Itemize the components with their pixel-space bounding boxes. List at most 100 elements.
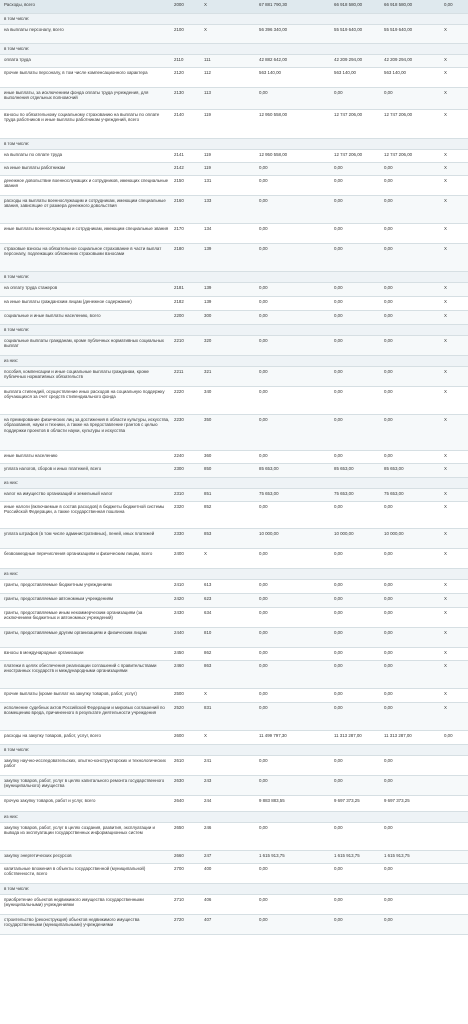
- row-value-2: [332, 478, 382, 488]
- row-value-3: [382, 478, 442, 488]
- row-code: 2320: [174, 503, 184, 509]
- row-value-1: 0,00: [259, 298, 268, 304]
- row-value-4: [442, 139, 468, 149]
- row-kosgu: 119: [204, 164, 211, 170]
- row-code: 2520: [174, 704, 184, 710]
- table-row: закупку товаров, работ, услуг в целях ка…: [0, 776, 468, 796]
- row-value-2: 0,00: [334, 312, 343, 318]
- row-value-1: 563 140,00: [259, 69, 281, 75]
- row-value-4: 0,00: [444, 1, 453, 7]
- row-value-1: 0,00: [259, 177, 268, 183]
- row-kosgu: 407: [204, 916, 212, 922]
- row-name: расходы на выплаты военнослужащим и сотр…: [4, 197, 166, 209]
- row-value-2: 0,00: [334, 298, 343, 304]
- row-value-2: 0,00: [334, 824, 343, 830]
- row-value-1: 0,00: [259, 896, 268, 902]
- row-kosgu: 850: [204, 465, 212, 471]
- table-row: социальные выплаты гражданам, кроме публ…: [0, 336, 468, 356]
- row-value-2: 0,00: [334, 690, 343, 696]
- row-value-1: 11 499 797,30: [259, 732, 287, 738]
- row-name: уплата налогов, сборов и иных платежей, …: [4, 465, 102, 471]
- row-value-1: 0,00: [259, 550, 268, 556]
- row-name: в том числе:: [4, 746, 30, 752]
- row-name: Расходы, всего: [4, 1, 35, 7]
- row-code: 2450: [174, 649, 184, 655]
- row-value-3: 0,00: [384, 757, 393, 763]
- row-value-2: [332, 569, 382, 579]
- row-name: на выплаты персоналу, всего: [4, 26, 64, 32]
- row-value-3: [382, 745, 442, 755]
- row-name: налог на имущество организаций и земельн…: [4, 490, 113, 496]
- row-value-4: X: [444, 164, 447, 170]
- table-row: иные налоги (включаемые в состав расходо…: [0, 502, 468, 529]
- row-kosgu: 340: [204, 388, 212, 394]
- row-value-1: 0,00: [259, 690, 268, 696]
- table-row: закупку научно-исследовательских, опытно…: [0, 756, 468, 776]
- row-value-1: 0,00: [259, 662, 268, 668]
- row-value-4: [442, 895, 468, 914]
- row-name: расходы на закупку товаров, работ, услуг…: [4, 732, 101, 738]
- row-code: 2410: [174, 581, 184, 587]
- row-kosgu: 112: [204, 69, 211, 75]
- table-row: иные выплаты, за исключением фонда оплат…: [0, 88, 468, 110]
- row-value-4: X: [444, 26, 447, 32]
- row-value-3: 0,00: [384, 164, 393, 170]
- row-code: 2330: [174, 530, 184, 536]
- row-kosgu: 134: [204, 225, 212, 231]
- row-kosgu: 247: [204, 852, 212, 858]
- row-value-2: 0,00: [334, 416, 343, 422]
- row-value-3: 55 519 640,00: [384, 26, 413, 32]
- row-name: на иные выплаты работникам: [4, 164, 66, 170]
- row-value-1: 75 653,00: [259, 490, 279, 496]
- row-code: 2142: [174, 164, 184, 170]
- row-code: [172, 44, 202, 54]
- row-name: из них:: [4, 570, 18, 576]
- row-value-3: 0,00: [384, 662, 393, 668]
- row-value-3: 0,00: [384, 595, 393, 601]
- row-kosgu: 119: [204, 111, 211, 117]
- row-value-4: [442, 272, 468, 282]
- row-value-2: 12 747 206,00: [334, 111, 363, 117]
- row-value-4: X: [444, 284, 447, 290]
- row-value-1: 0,00: [259, 629, 268, 635]
- row-value-4: X: [444, 368, 447, 374]
- row-kosgu: X: [204, 26, 207, 32]
- row-value-4: X: [444, 177, 447, 183]
- row-value-1: [257, 812, 332, 822]
- row-value-1: 0,00: [259, 595, 268, 601]
- row-value-1: [257, 139, 332, 149]
- row-value-3: 0,00: [384, 649, 393, 655]
- table-row: Расходы, всего 2000 X 67 881 790,30 66 918 5…: [0, 0, 468, 14]
- row-value-1: 0,00: [259, 609, 268, 615]
- table-row: гранты, предоставляемые иным некоммерчес…: [0, 608, 468, 628]
- row-name: безвозмездные перечисления организациям …: [4, 550, 153, 556]
- row-value-2: 0,00: [334, 337, 343, 343]
- table-row: гранты, предоставляемые бюджетным учрежд…: [0, 580, 468, 594]
- row-kosgu: 243: [204, 777, 212, 783]
- row-value-4: X: [444, 530, 447, 536]
- row-code: 2140: [174, 111, 184, 117]
- row-value-4: [442, 915, 468, 934]
- table-row: расходы на закупку товаров, работ, услуг…: [0, 731, 468, 745]
- row-value-3: 0,00: [384, 777, 393, 783]
- row-value-2: [332, 812, 382, 822]
- subheader-row: в том числе:: [0, 325, 468, 336]
- row-name: платежи в целях обеспечения реализации с…: [4, 662, 157, 674]
- row-code: 2310: [174, 490, 184, 496]
- row-kosgu: [202, 356, 257, 366]
- row-value-3: 0,00: [384, 503, 393, 509]
- row-value-3: [382, 356, 442, 366]
- row-kosgu: 810: [204, 629, 212, 635]
- row-name: в том числе:: [4, 140, 30, 146]
- row-name: исполнение судебных актов Российской Фед…: [4, 704, 165, 716]
- expenses-table: Расходы, всего 2000 X 67 881 790,30 66 918 5…: [0, 0, 468, 935]
- row-value-4: X: [444, 490, 447, 496]
- row-code: 2181: [174, 284, 184, 290]
- row-kosgu: 321: [204, 368, 212, 374]
- row-value-4: X: [444, 89, 447, 95]
- row-value-2: 0,00: [334, 368, 343, 374]
- row-name: прочие выплаты (кроме выплат на закупку …: [4, 690, 137, 696]
- table-row: платежи в целях обеспечения реализации с…: [0, 661, 468, 689]
- row-value-1: 10 000,00: [259, 530, 279, 536]
- row-value-1: 0,00: [259, 649, 268, 655]
